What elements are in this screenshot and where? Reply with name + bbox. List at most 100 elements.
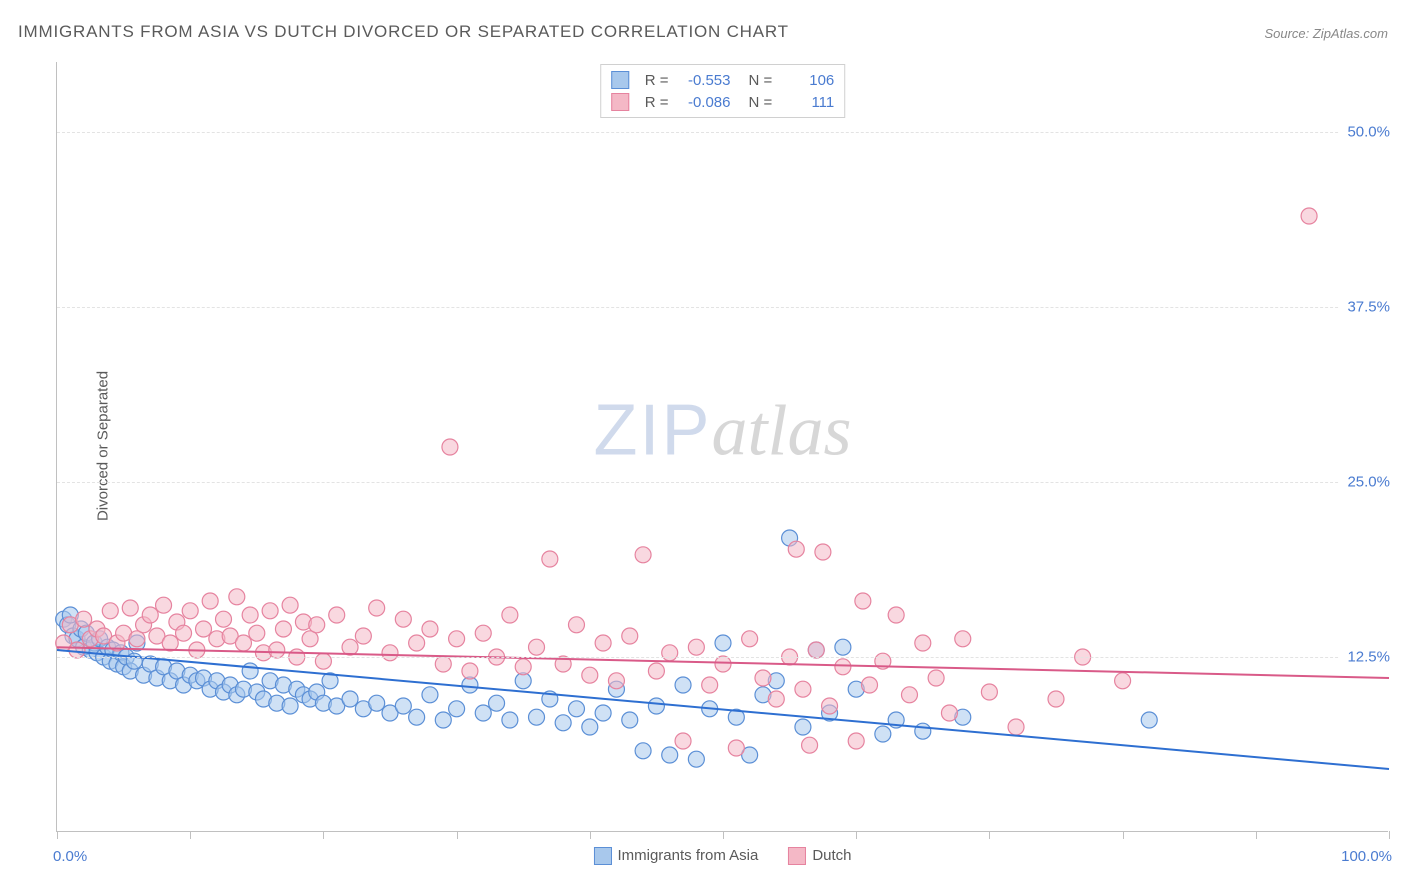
data-point: [788, 541, 804, 557]
data-point: [422, 687, 438, 703]
data-point: [862, 677, 878, 693]
data-point: [582, 719, 598, 735]
data-point: [755, 670, 771, 686]
data-point: [715, 635, 731, 651]
scatter-svg: [57, 62, 1388, 831]
data-point: [848, 733, 864, 749]
data-point: [449, 701, 465, 717]
y-tick-label: 50.0%: [1339, 124, 1390, 141]
x-tick: [723, 831, 724, 839]
data-point: [449, 631, 465, 647]
data-point: [395, 611, 411, 627]
data-point: [269, 642, 285, 658]
plot-area: ZIPatlas R =-0.553N =106R =-0.086N =111 …: [56, 62, 1388, 832]
data-point: [688, 639, 704, 655]
data-point: [76, 611, 92, 627]
data-point: [582, 667, 598, 683]
data-point: [675, 677, 691, 693]
y-tick-label: 12.5%: [1339, 649, 1390, 666]
data-point: [515, 659, 531, 675]
x-axis-min-label: 0.0%: [53, 848, 87, 865]
legend-swatch: [788, 847, 806, 865]
data-point: [309, 617, 325, 633]
data-point: [915, 635, 931, 651]
data-point: [675, 733, 691, 749]
data-point: [435, 656, 451, 672]
data-point: [835, 639, 851, 655]
data-point: [635, 743, 651, 759]
data-point: [242, 607, 258, 623]
bottom-legend: Immigrants from AsiaDutch: [593, 847, 851, 865]
data-point: [162, 635, 178, 651]
data-point: [229, 589, 245, 605]
data-point: [595, 635, 611, 651]
data-point: [568, 701, 584, 717]
source-attribution: Source: ZipAtlas.com: [1264, 26, 1388, 41]
source-prefix: Source:: [1264, 26, 1312, 41]
x-tick: [1389, 831, 1390, 839]
data-point: [409, 709, 425, 725]
x-axis-max-label: 100.0%: [1341, 848, 1392, 865]
chart-title: IMMIGRANTS FROM ASIA VS DUTCH DIVORCED O…: [18, 22, 789, 42]
data-point: [795, 719, 811, 735]
data-point: [435, 712, 451, 728]
legend-label: Dutch: [812, 847, 851, 864]
data-point: [242, 663, 258, 679]
x-tick: [190, 831, 191, 839]
data-point: [342, 691, 358, 707]
data-point: [369, 600, 385, 616]
data-point: [795, 681, 811, 697]
data-point: [1008, 719, 1024, 735]
data-point: [142, 607, 158, 623]
y-tick-label: 37.5%: [1339, 299, 1390, 316]
data-point: [395, 698, 411, 714]
data-point: [176, 625, 192, 641]
legend-item: Dutch: [788, 847, 851, 865]
data-point: [315, 653, 331, 669]
x-tick: [457, 831, 458, 839]
data-point: [1141, 712, 1157, 728]
data-point: [69, 642, 85, 658]
legend-swatch: [593, 847, 611, 865]
data-point: [475, 705, 491, 721]
data-point: [835, 659, 851, 675]
data-point: [662, 645, 678, 661]
data-point: [595, 705, 611, 721]
gridline-h: [57, 132, 1388, 133]
data-point: [981, 684, 997, 700]
data-point: [409, 635, 425, 651]
data-point: [282, 597, 298, 613]
data-point: [489, 695, 505, 711]
data-point: [901, 687, 917, 703]
x-tick: [1123, 831, 1124, 839]
data-point: [702, 677, 718, 693]
gridline-h: [57, 307, 1388, 308]
y-tick-label: 25.0%: [1339, 474, 1390, 491]
data-point: [462, 663, 478, 679]
data-point: [955, 631, 971, 647]
data-point: [542, 551, 558, 567]
data-point: [275, 621, 291, 637]
data-point: [768, 691, 784, 707]
data-point: [568, 617, 584, 633]
data-point: [329, 607, 345, 623]
x-tick: [57, 831, 58, 839]
data-point: [728, 740, 744, 756]
data-point: [1115, 673, 1131, 689]
data-point: [855, 593, 871, 609]
data-point: [648, 698, 664, 714]
data-point: [822, 698, 838, 714]
data-point: [249, 625, 265, 641]
data-point: [715, 656, 731, 672]
data-point: [502, 712, 518, 728]
data-point: [122, 600, 138, 616]
data-point: [182, 603, 198, 619]
data-point: [888, 607, 904, 623]
data-point: [662, 747, 678, 763]
data-point: [875, 726, 891, 742]
data-point: [808, 642, 824, 658]
data-point: [529, 709, 545, 725]
data-point: [342, 639, 358, 655]
data-point: [529, 639, 545, 655]
data-point: [235, 635, 251, 651]
